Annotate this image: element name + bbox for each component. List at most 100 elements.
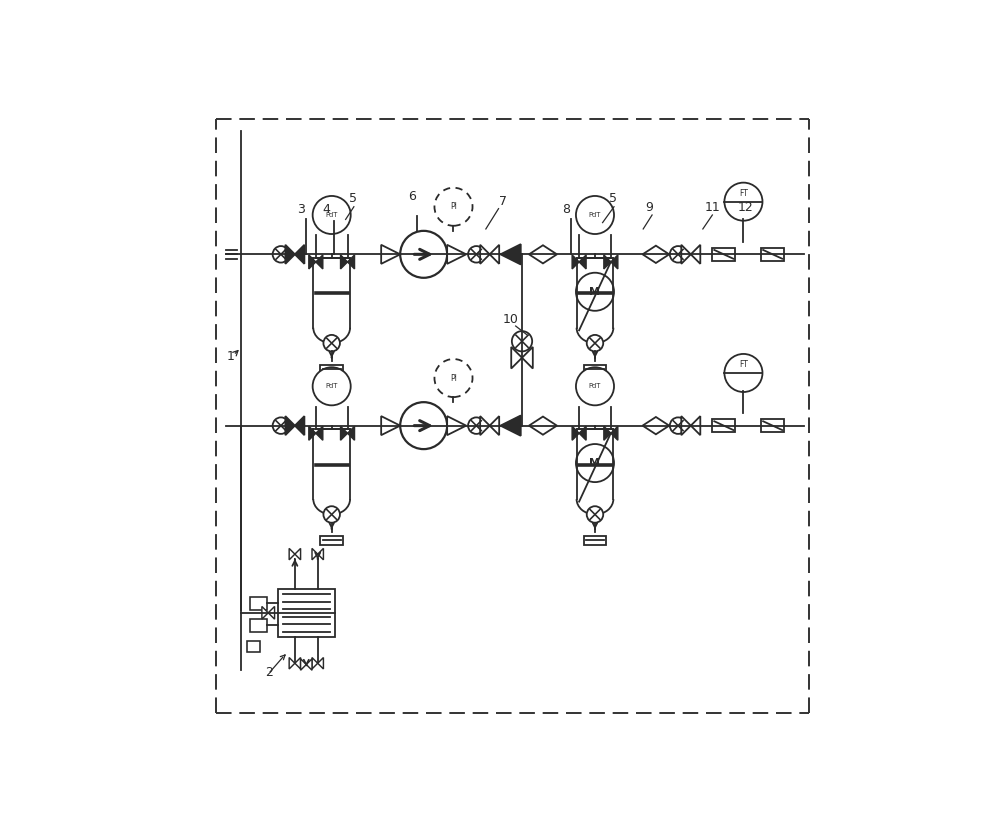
Polygon shape bbox=[268, 606, 275, 619]
Circle shape bbox=[587, 335, 603, 351]
Polygon shape bbox=[289, 658, 295, 669]
Bar bbox=[247, 641, 260, 653]
Polygon shape bbox=[341, 426, 348, 440]
Polygon shape bbox=[511, 347, 522, 368]
Polygon shape bbox=[312, 658, 318, 669]
Circle shape bbox=[400, 402, 447, 449]
Polygon shape bbox=[643, 246, 669, 263]
Circle shape bbox=[512, 331, 532, 351]
Bar bbox=[320, 536, 343, 545]
Polygon shape bbox=[348, 426, 355, 440]
Text: 2: 2 bbox=[265, 667, 273, 679]
Polygon shape bbox=[348, 255, 355, 269]
Polygon shape bbox=[295, 245, 304, 264]
Circle shape bbox=[576, 273, 614, 311]
Bar bbox=[250, 619, 267, 632]
Polygon shape bbox=[316, 255, 323, 269]
Text: M: M bbox=[589, 287, 600, 297]
Text: 5: 5 bbox=[349, 192, 357, 205]
Polygon shape bbox=[522, 347, 533, 368]
Polygon shape bbox=[289, 549, 295, 559]
Bar bbox=[320, 365, 343, 373]
Polygon shape bbox=[309, 426, 316, 440]
Polygon shape bbox=[681, 245, 691, 264]
Polygon shape bbox=[681, 416, 691, 435]
Text: 10: 10 bbox=[503, 313, 519, 326]
Polygon shape bbox=[285, 245, 295, 264]
Bar bbox=[584, 365, 606, 373]
Polygon shape bbox=[490, 416, 499, 435]
Circle shape bbox=[670, 246, 686, 263]
Polygon shape bbox=[579, 426, 586, 440]
Circle shape bbox=[724, 354, 762, 392]
Polygon shape bbox=[480, 416, 490, 435]
Text: 11: 11 bbox=[705, 201, 720, 214]
Text: 3: 3 bbox=[297, 203, 305, 216]
Polygon shape bbox=[295, 549, 301, 559]
Polygon shape bbox=[312, 549, 318, 559]
Polygon shape bbox=[691, 245, 700, 264]
Polygon shape bbox=[306, 659, 312, 670]
Polygon shape bbox=[611, 426, 618, 440]
Circle shape bbox=[313, 196, 351, 234]
Polygon shape bbox=[295, 658, 301, 669]
Polygon shape bbox=[318, 658, 323, 669]
Polygon shape bbox=[480, 245, 490, 264]
Polygon shape bbox=[529, 246, 557, 264]
Circle shape bbox=[323, 335, 340, 351]
Bar bbox=[712, 419, 735, 432]
Polygon shape bbox=[318, 549, 323, 559]
Circle shape bbox=[434, 188, 473, 226]
Circle shape bbox=[587, 506, 603, 522]
Text: PI: PI bbox=[450, 202, 457, 211]
Circle shape bbox=[400, 231, 447, 278]
Polygon shape bbox=[285, 416, 295, 435]
Circle shape bbox=[434, 359, 473, 397]
Polygon shape bbox=[572, 255, 579, 269]
Circle shape bbox=[323, 506, 340, 522]
Polygon shape bbox=[295, 416, 304, 435]
Text: PI: PI bbox=[450, 373, 457, 382]
Text: 8: 8 bbox=[562, 203, 570, 216]
Text: PdT: PdT bbox=[325, 212, 338, 218]
Polygon shape bbox=[604, 426, 611, 440]
Polygon shape bbox=[262, 606, 268, 619]
Polygon shape bbox=[529, 417, 557, 435]
Polygon shape bbox=[691, 416, 700, 435]
Bar bbox=[712, 248, 735, 260]
Text: FT: FT bbox=[739, 189, 748, 198]
Circle shape bbox=[468, 418, 485, 434]
Bar bbox=[278, 589, 335, 637]
Polygon shape bbox=[643, 417, 669, 434]
Text: 12: 12 bbox=[738, 201, 753, 214]
Circle shape bbox=[468, 246, 485, 263]
Polygon shape bbox=[604, 255, 611, 269]
Text: FT: FT bbox=[739, 360, 748, 369]
Polygon shape bbox=[611, 255, 618, 269]
Circle shape bbox=[724, 183, 762, 221]
Polygon shape bbox=[447, 245, 466, 264]
Text: 4: 4 bbox=[323, 203, 331, 216]
Polygon shape bbox=[500, 244, 521, 265]
Text: PdT: PdT bbox=[325, 383, 338, 389]
Circle shape bbox=[670, 418, 686, 434]
Text: PdT: PdT bbox=[589, 383, 601, 389]
Polygon shape bbox=[579, 255, 586, 269]
Polygon shape bbox=[301, 659, 306, 670]
Polygon shape bbox=[447, 416, 466, 435]
Polygon shape bbox=[381, 416, 400, 435]
Text: 1: 1 bbox=[227, 350, 235, 363]
Bar bbox=[250, 597, 267, 610]
Text: 9: 9 bbox=[646, 201, 654, 214]
Text: PdT: PdT bbox=[589, 212, 601, 218]
Polygon shape bbox=[381, 245, 400, 264]
Text: 6: 6 bbox=[408, 190, 416, 204]
Polygon shape bbox=[500, 415, 521, 436]
Text: 7: 7 bbox=[499, 194, 507, 208]
Circle shape bbox=[576, 444, 614, 482]
Bar bbox=[761, 248, 784, 260]
Text: M: M bbox=[589, 458, 600, 468]
Polygon shape bbox=[309, 255, 316, 269]
Polygon shape bbox=[316, 426, 323, 440]
Circle shape bbox=[273, 418, 289, 434]
